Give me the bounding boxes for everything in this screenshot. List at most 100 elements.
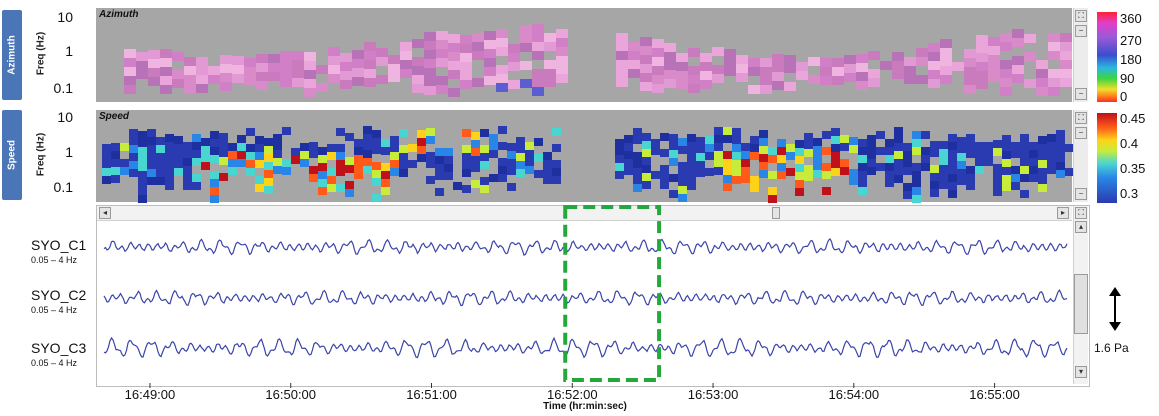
speed-scrollbar[interactable]: ⛶ − − — [1073, 110, 1088, 202]
azimuth-cell — [148, 50, 160, 59]
speed-cell — [1038, 136, 1047, 144]
speed-tab[interactable]: Speed — [2, 110, 22, 200]
speed-cell — [201, 154, 210, 162]
azimuth-cell — [868, 69, 880, 78]
speed-cell — [768, 187, 777, 195]
azimuth-cell — [1012, 74, 1024, 83]
speed-cell — [1056, 138, 1065, 146]
speed-cell — [273, 166, 282, 174]
azimuth-cell — [196, 75, 208, 84]
speed-cell — [687, 182, 696, 190]
azimuth-cell — [220, 64, 232, 73]
azimuth-scroll-up-icon[interactable]: − — [1075, 25, 1087, 37]
speed-cell — [444, 148, 453, 156]
scroll-right-icon[interactable]: ▸ — [1057, 207, 1069, 219]
speed-cell — [228, 151, 237, 159]
azimuth-cell — [1000, 60, 1012, 69]
azimuth-cell — [976, 80, 988, 89]
waveform-scroll-thumb[interactable] — [1074, 274, 1088, 334]
speed-cell — [723, 175, 732, 183]
speed-cell — [228, 143, 237, 151]
azimuth-cell — [904, 75, 916, 84]
speed-cell — [993, 164, 1002, 172]
speed-cell — [228, 167, 237, 175]
azimuth-cell — [160, 67, 172, 76]
speed-cell — [111, 143, 120, 151]
azimuth-cell — [172, 70, 184, 79]
speed-cell — [156, 177, 165, 185]
speed-cell — [669, 150, 678, 158]
speed-cell — [687, 166, 696, 174]
azimuth-cell — [400, 42, 412, 51]
speed-cell — [345, 157, 354, 165]
speed-cell — [876, 147, 885, 155]
speed-cell — [840, 159, 849, 167]
speed-cell — [390, 152, 399, 160]
hscrollbar[interactable]: ◂ ▸ — [97, 206, 1072, 221]
speed-cell — [1020, 190, 1029, 198]
speed-cell — [894, 127, 903, 135]
speed-scroll-up-icon[interactable]: − — [1075, 127, 1087, 139]
speed-cell — [984, 158, 993, 166]
azimuth-cell — [988, 55, 1000, 64]
speed-cell — [894, 167, 903, 175]
waveform-expand-icon[interactable]: ⛶ — [1075, 207, 1087, 219]
speed-cell — [615, 155, 624, 163]
speed-cell — [957, 169, 966, 177]
speed-cell — [174, 168, 183, 176]
waveform-panel-frame — [96, 205, 1090, 387]
speed-cell — [885, 139, 894, 147]
azimuth-cell — [976, 71, 988, 80]
speed-cell — [840, 135, 849, 143]
azimuth-scroll-down-icon[interactable]: − — [1075, 88, 1087, 100]
azimuth-cell — [448, 88, 460, 97]
speed-cell — [138, 131, 147, 139]
azimuth-cell — [1048, 78, 1060, 87]
speed-cell — [201, 146, 210, 154]
speed-scroll-down-icon[interactable]: − — [1075, 188, 1087, 200]
azimuth-expand-icon[interactable]: ⛶ — [1075, 10, 1087, 22]
speed-cell — [300, 159, 309, 167]
scroll-left-icon[interactable]: ◂ — [99, 207, 111, 219]
azimuth-cell — [964, 58, 976, 67]
azimuth-cell — [292, 69, 304, 78]
waveform-vscrollbar[interactable]: ⛶ ▴ ▾ — [1073, 206, 1088, 384]
scroll-thumb[interactable] — [772, 207, 780, 219]
azimuth-cell — [676, 80, 688, 89]
azimuth-cell — [388, 55, 400, 64]
speed-cell — [336, 168, 345, 176]
speed-cell — [858, 155, 867, 163]
azimuth-cell — [364, 60, 376, 69]
speed-expand-icon[interactable]: ⛶ — [1075, 112, 1087, 124]
scale-label: 1.6 Pa — [1094, 341, 1129, 355]
azimuth-cell — [220, 73, 232, 82]
speed-cell — [750, 144, 759, 152]
azimuth-tab[interactable]: Azimuth — [2, 10, 22, 100]
speed-cell — [768, 171, 777, 179]
speed-cell — [534, 170, 543, 178]
azimuth-cell — [940, 48, 952, 57]
azimuth-cell — [292, 78, 304, 87]
azimuth-cell — [628, 69, 640, 78]
azimuth-scrollbar[interactable]: ⛶ − − — [1073, 8, 1088, 102]
speed-cell — [678, 138, 687, 146]
waveform-scroll-down-icon[interactable]: ▾ — [1075, 366, 1087, 378]
azimuth-cell — [940, 75, 952, 84]
speed-cell — [624, 143, 633, 151]
speed-cells — [96, 110, 1074, 203]
speed-cell — [237, 151, 246, 159]
azimuth-cell — [460, 80, 472, 89]
speed-cell — [516, 169, 525, 177]
azimuth-cell — [700, 71, 712, 80]
speed-cell — [138, 163, 147, 171]
speed-cell — [831, 152, 840, 160]
speed-cell — [831, 136, 840, 144]
speed-cell — [714, 151, 723, 159]
waveform-scroll-up-icon[interactable]: ▴ — [1075, 221, 1087, 233]
speed-cell — [435, 164, 444, 172]
azimuth-cell — [532, 78, 544, 87]
speed-cell — [714, 127, 723, 135]
speed-cell — [174, 160, 183, 168]
speed-cell — [1056, 170, 1065, 178]
azimuth-cell — [940, 66, 952, 75]
